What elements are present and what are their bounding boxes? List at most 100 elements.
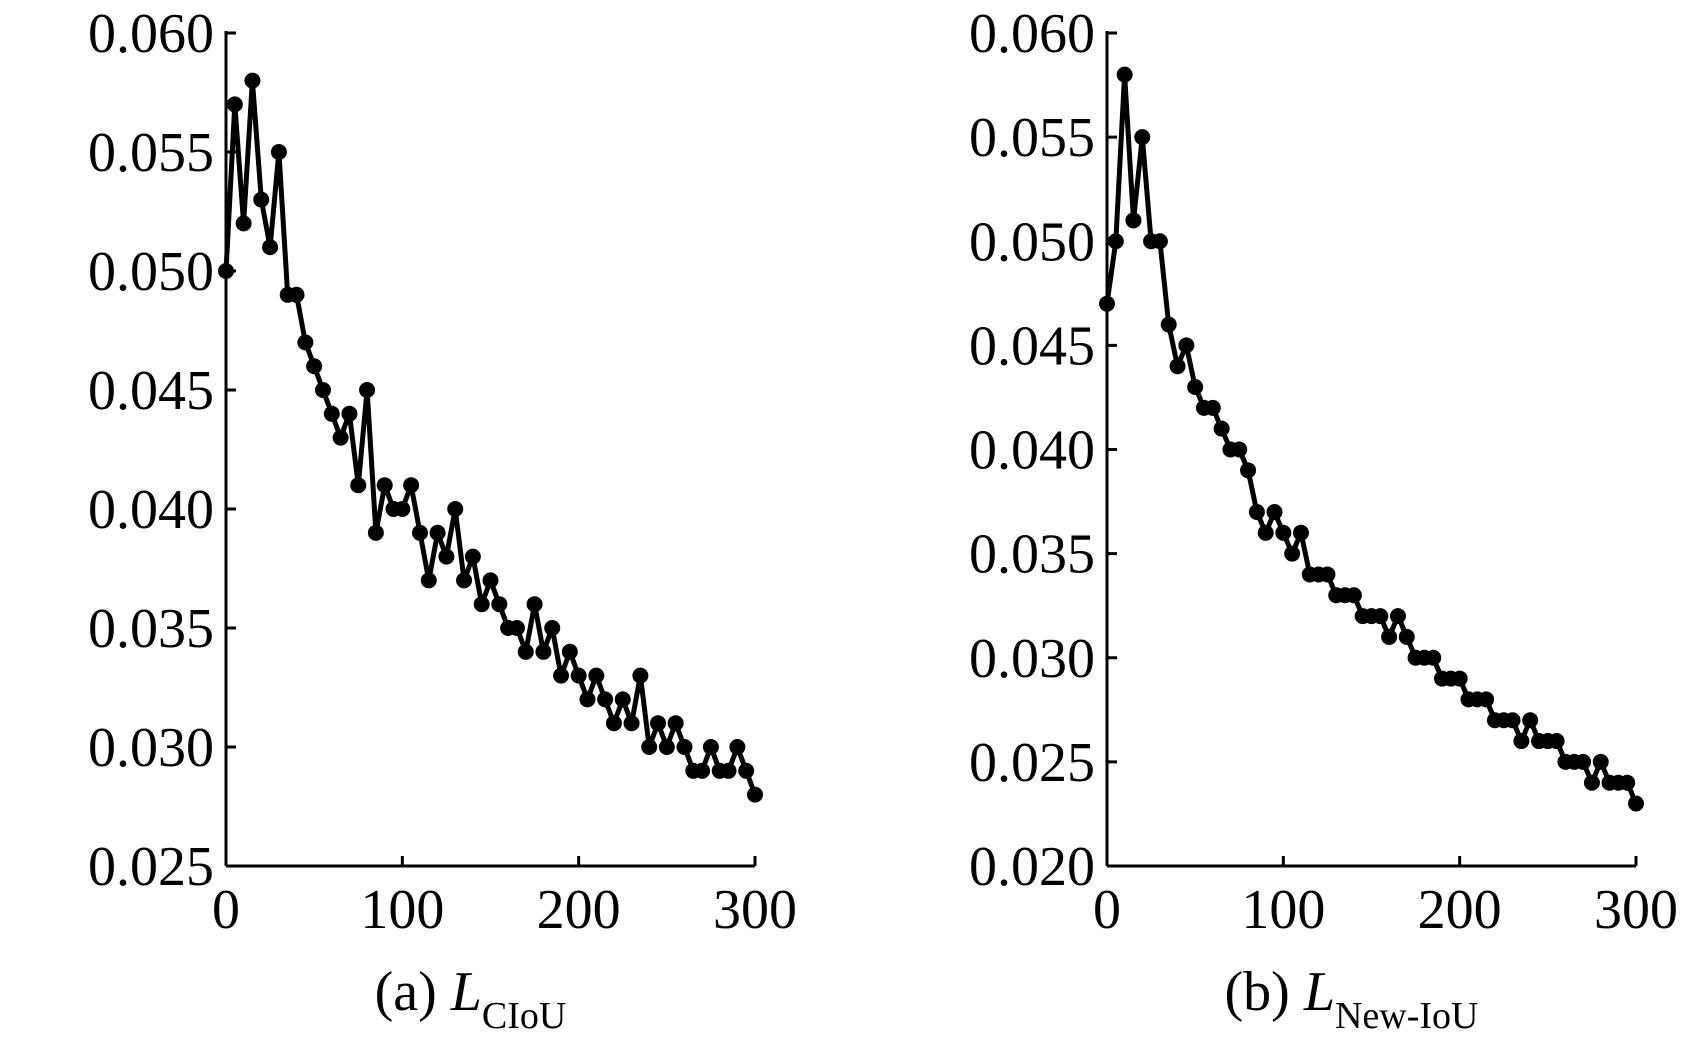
data-point — [1575, 753, 1592, 770]
data-point — [226, 96, 243, 113]
x-tick-label: 100 — [360, 879, 444, 941]
panel: 0.025 0.030 0.035 0.040 0.045 0.050 0.055 0.060… — [88, 3, 797, 1037]
data-point — [1204, 399, 1221, 416]
data-point — [262, 239, 279, 256]
caption-label: (a) — [375, 961, 437, 1023]
y-tick-label: 0.055 — [88, 122, 214, 184]
data-point — [1134, 129, 1151, 146]
data-point — [1548, 733, 1565, 750]
caption-subscript: CIoU — [482, 995, 566, 1037]
data-point — [244, 72, 261, 89]
data-point — [1116, 66, 1133, 83]
data-point — [702, 739, 719, 755]
data-point — [438, 548, 455, 565]
data-point — [1107, 233, 1124, 250]
data-point — [359, 382, 376, 398]
data-point — [1628, 795, 1644, 812]
y-tick-label: 0.045 — [88, 360, 214, 422]
data-point — [1099, 295, 1115, 312]
data-point — [1248, 503, 1265, 520]
data-point — [376, 477, 393, 494]
data-point — [332, 429, 349, 446]
y-tick-label: 0.025 — [88, 836, 214, 898]
data-point — [720, 762, 737, 779]
data-point — [1284, 545, 1301, 562]
data-point — [579, 691, 596, 708]
data-point — [641, 739, 658, 755]
y-tick-label: 0.045 — [969, 315, 1095, 377]
data-point — [323, 405, 340, 422]
data-point — [341, 405, 358, 422]
data-point — [218, 263, 234, 279]
x-tick-label: 200 — [1418, 879, 1502, 941]
panel: 0.020 0.025 0.030 0.035 0.040 0.045 0.050 0.055… — [969, 3, 1678, 1037]
y-tick-label: 0.040 — [969, 420, 1095, 482]
data-point — [297, 334, 314, 351]
y-tick-label: 0.035 — [969, 524, 1095, 586]
y-tick-label: 0.030 — [969, 628, 1095, 690]
data-point — [473, 596, 490, 613]
data-point — [1372, 608, 1389, 625]
data-point — [747, 786, 763, 803]
data-point — [729, 739, 746, 755]
caption: (a) LCIoU — [375, 961, 567, 1037]
data-point — [1187, 379, 1204, 396]
data-point — [1151, 233, 1168, 250]
data-point — [456, 572, 473, 589]
caption-symbol: L — [1303, 961, 1335, 1023]
y-tick-label: 0.060 — [969, 3, 1095, 65]
data-point — [676, 739, 693, 755]
y-tick-label: 0.050 — [88, 241, 214, 303]
data-point — [1513, 733, 1530, 750]
x-tick-label: 0 — [1093, 879, 1121, 941]
data-point — [1504, 712, 1521, 729]
x-tick-label: 300 — [713, 879, 797, 941]
data-point — [1266, 503, 1283, 520]
data-point — [1592, 753, 1609, 770]
x-tick-label: 100 — [1241, 879, 1325, 941]
y-tick-label: 0.025 — [969, 732, 1095, 794]
y-tick-label: 0.055 — [969, 107, 1095, 169]
data-point — [270, 144, 287, 160]
data-point — [253, 191, 270, 208]
data-point — [1345, 587, 1362, 604]
data-point — [1381, 628, 1398, 645]
data-point — [1398, 628, 1415, 645]
data-point — [447, 501, 464, 517]
data-point — [561, 643, 578, 660]
data-point — [1522, 712, 1539, 729]
x-tick-label: 0 — [212, 879, 240, 941]
data-point — [1275, 524, 1292, 541]
data-point — [1160, 316, 1177, 333]
caption: (b) LNew-IoU — [1225, 961, 1479, 1037]
series-line — [1104, 72, 1639, 805]
data-point — [367, 524, 384, 541]
data-point — [597, 691, 614, 708]
x-tick-label: 300 — [1594, 879, 1678, 941]
y-tick-label: 0.050 — [969, 211, 1095, 273]
caption-label: (b) — [1225, 961, 1290, 1023]
data-point — [394, 501, 411, 517]
y-tick-label: 0.030 — [88, 717, 214, 779]
series-line — [223, 78, 758, 796]
data-point — [517, 643, 534, 660]
caption-subscript: New-IoU — [1335, 995, 1479, 1037]
data-point — [1125, 212, 1142, 229]
data-point — [1169, 358, 1186, 375]
data-point — [1257, 524, 1274, 541]
data-point — [1619, 774, 1636, 791]
data-point — [350, 477, 367, 494]
caption-symbol: L — [450, 961, 482, 1023]
data-point — [508, 620, 525, 636]
data-point — [535, 643, 552, 660]
data-point — [235, 215, 252, 232]
data-point — [588, 667, 605, 684]
data-point — [667, 715, 684, 732]
data-point — [482, 572, 499, 589]
data-point — [614, 691, 631, 708]
data-point — [1478, 691, 1495, 708]
data-point — [1292, 524, 1309, 541]
data-point — [491, 596, 508, 613]
data-point — [1583, 774, 1600, 791]
